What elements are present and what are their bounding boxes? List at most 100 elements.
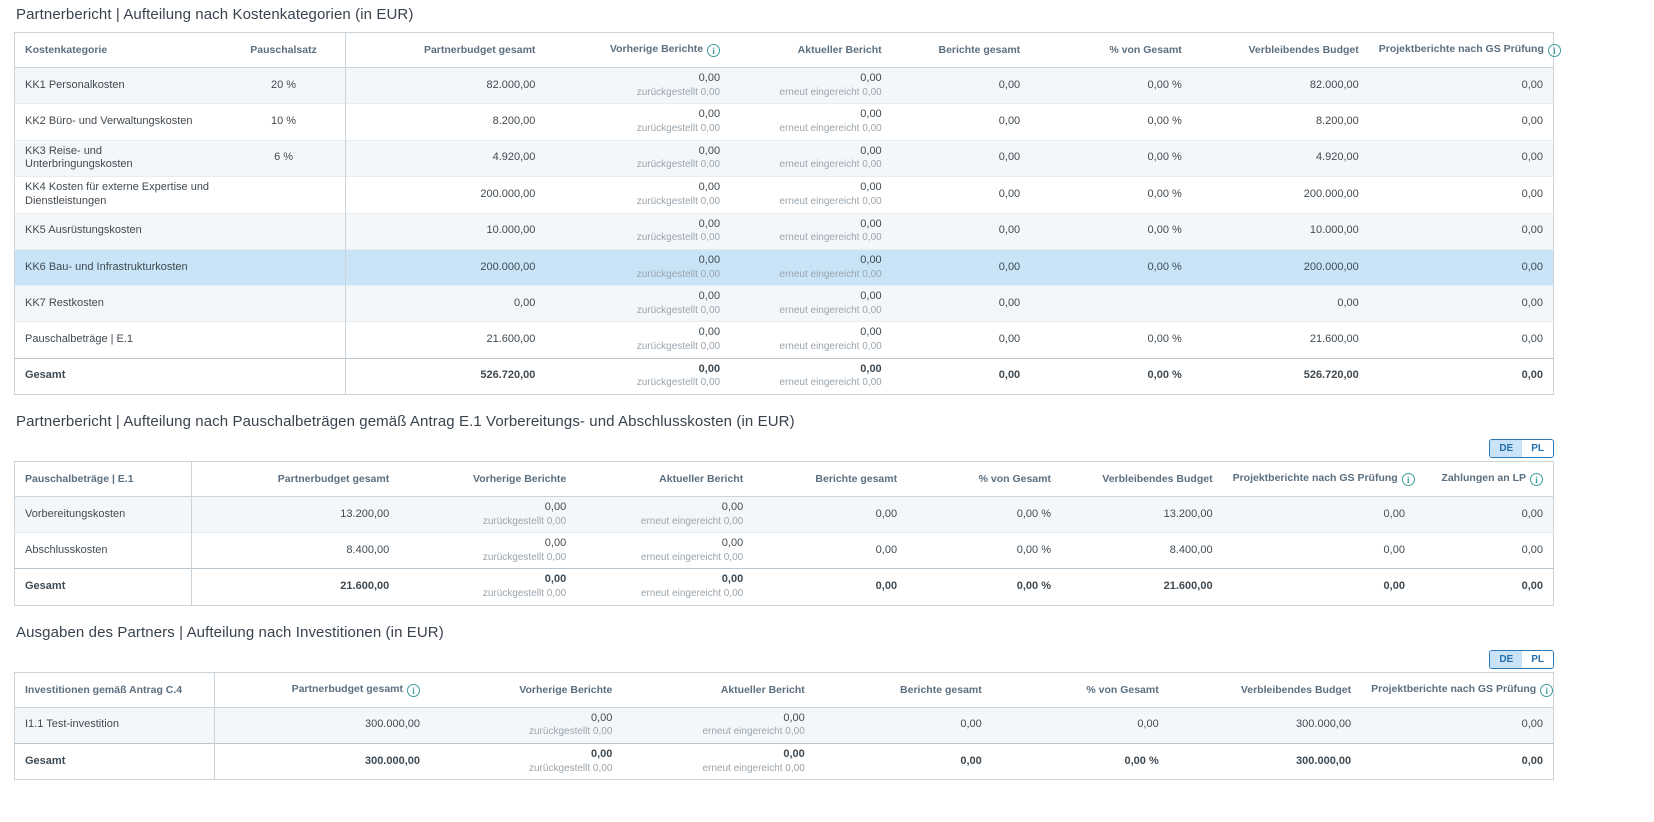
column-header: Verbleibendes Budget: [1168, 672, 1362, 708]
info-icon[interactable]: i: [1540, 683, 1554, 697]
cell-sub-value: erneut eingereicht 0,00: [779, 268, 882, 280]
value-cell: 0,00: [1521, 369, 1543, 382]
cell-main-value: 0,00: [721, 573, 744, 586]
cell-main-value: 0,00: [698, 253, 721, 266]
column-header: Pauschalbeträge | E.1: [14, 461, 192, 497]
value-cell: 0,00 erneut eingereicht 0,00: [730, 286, 892, 322]
column-header: Verbleibendes Budget: [1191, 32, 1369, 68]
column-header-label: Projektberichte nach GS Prüfung: [1232, 471, 1398, 484]
column-header: % von Gesamt: [991, 672, 1169, 708]
row-label-cell: KK3 Reise- und Unterbringungskosten: [25, 144, 133, 171]
info-icon[interactable]: i: [707, 44, 721, 57]
cell-sub-value: erneut eingereicht 0,00: [779, 341, 882, 352]
value-cell: 0,00: [1337, 296, 1359, 309]
cell-main-value: 0,00: [698, 326, 721, 339]
column-header: Berichte gesamt: [891, 32, 1031, 68]
table-row: KK2 Büro- und Verwaltungskosten 10 % 8.200…: [14, 103, 1554, 140]
value-cell: 0,00 %: [1147, 224, 1182, 237]
language-toggle-row: DE PL: [14, 438, 1554, 458]
value-cell: 526.720,00: [344, 358, 546, 395]
cell-sub-value: zurückgestellt 0,00: [636, 304, 721, 316]
header-row: Pauschalbeträge | E.1 Partnerbudget gesam…: [14, 461, 1554, 497]
value-cell: 10.000,00: [344, 213, 546, 250]
info-icon[interactable]: i: [1547, 44, 1561, 57]
row-label-cell: Abschlusskosten: [25, 543, 108, 556]
value-cell: 0,00: [875, 580, 898, 592]
cell-main-value: 0,00: [860, 326, 882, 339]
value-cell: 0,00 zurückgestellt 0,00: [545, 140, 730, 177]
value-cell: 0,00 zurückgestellt 0,00: [545, 104, 730, 140]
value-cell: 13.200,00: [190, 496, 400, 533]
value-cell: 0,00 zurückgestellt 0,00: [399, 496, 576, 532]
cell-main-value: 0,00: [698, 108, 721, 121]
column-header: Kostenkategorie: [14, 32, 223, 68]
value-cell: 0,00: [875, 543, 898, 556]
value-cell: 200.000,00: [344, 176, 546, 213]
section-title-pauschalbetraege: Partnerbericht | Aufteilung nach Pauscha…: [16, 412, 795, 430]
value-cell: 526.720,00: [1303, 369, 1359, 382]
column-header-label: Aktueller Bericht: [720, 683, 805, 696]
column-header-label: % von Gesamt: [1086, 683, 1159, 696]
column-header: Vorherige Berichte: [430, 672, 623, 708]
language-toggle-pl[interactable]: PL: [1522, 439, 1553, 457]
value-cell: 20 %: [271, 78, 297, 91]
value-cell: 300.000,00: [214, 707, 431, 744]
investitionen-table: Investitionen gemäß Antrag C.4 Partnerbud…: [14, 671, 1554, 780]
value-cell: 0,00 erneut eingereicht 0,00: [730, 140, 892, 177]
section-pauschalbetraege: Partnerbericht | Aufteilung nach Pauscha…: [14, 413, 1554, 606]
row-label-cell: KK4 Kosten für externe Expertise und Die…: [25, 181, 210, 207]
cell-sub-value: zurückgestellt 0,00: [529, 762, 613, 774]
column-header: Aktueller Bericht: [622, 672, 815, 708]
value-cell: 21.600,00: [190, 568, 400, 605]
table-row: Vorbereitungskosten 13.200,00 0,00 zurückge…: [14, 496, 1554, 533]
value-cell: 0,00 %: [1124, 754, 1159, 767]
kostenkategorien-table: Kostenkategorie Pauschalsatz Partnerbudget…: [14, 32, 1561, 395]
table-row: Abschlusskosten 8.400,00 0,00 zurückgestell…: [14, 532, 1554, 569]
value-cell: 0,00 zurückgestellt 0,00: [545, 249, 730, 285]
section-kostenkategorien: Partnerbericht | Aufteilung nach Kostenk…: [14, 6, 1561, 395]
table-row: Pauschalbeträge | E.1 21.600,00 0,00 zurück…: [14, 321, 1554, 358]
cell-main-value: 0,00: [698, 181, 721, 194]
cell-main-value: 0,00: [721, 537, 744, 549]
language-toggle-de[interactable]: DE: [1490, 650, 1523, 668]
value-cell: [222, 177, 345, 214]
cell-main-value: 0,00: [860, 181, 882, 194]
column-header-label: Verbleibendes Budget: [1240, 683, 1352, 696]
value-cell: 0,00 erneut eingereicht 0,00: [730, 177, 892, 214]
column-header: Projektberichte nach GS Prüfung i: [1222, 461, 1415, 497]
cell-sub-value: erneut eingereicht 0,00: [640, 551, 744, 563]
column-header-label: Verbleibendes Budget: [1102, 472, 1213, 485]
value-cell: 0,00 erneut eingereicht 0,00: [730, 68, 892, 104]
header-row: Kostenkategorie Pauschalsatz Partnerbudget…: [14, 32, 1561, 68]
column-header-label: Kostenkategorie: [25, 44, 108, 56]
value-cell: 21.600,00: [344, 321, 546, 358]
row-label-cell: KK1 Personalkosten: [25, 78, 125, 91]
cell-main-value: 0,00: [721, 500, 744, 513]
info-icon[interactable]: i: [1401, 472, 1415, 486]
language-toggle-pl[interactable]: PL: [1522, 650, 1553, 668]
value-cell: 0,00: [1521, 115, 1543, 127]
row-label-cell: Vorbereitungskosten: [25, 507, 126, 520]
info-icon[interactable]: i: [1530, 472, 1543, 486]
column-header-label: % von Gesamt: [1109, 44, 1182, 56]
value-cell: 300.000,00: [214, 743, 431, 780]
value-cell: 0,00: [1521, 296, 1543, 309]
value-cell: 0,00 zurückgestellt 0,00: [399, 533, 576, 569]
value-cell: 200.000,00: [344, 249, 546, 286]
value-cell: 0,00 %: [1147, 260, 1182, 273]
value-cell: 0,00 erneut eingereicht 0,00: [622, 707, 814, 743]
value-cell: 0,00: [1137, 718, 1159, 731]
info-icon[interactable]: i: [407, 683, 421, 697]
language-toggle-de[interactable]: DE: [1490, 439, 1523, 457]
column-header: Vorherige Berichte: [399, 461, 577, 497]
value-cell: 0,00: [960, 718, 982, 731]
value-cell: [222, 322, 345, 358]
value-cell: 0,00: [1521, 260, 1543, 273]
value-cell: 0,00: [998, 187, 1021, 200]
value-cell: 0,00 zurückgestellt 0,00: [399, 569, 576, 605]
value-cell: 0,00 %: [1147, 151, 1182, 164]
cell-main-value: 0,00: [860, 362, 882, 375]
row-label-cell: KK7 Restkosten: [25, 296, 104, 309]
cell-sub-value: erneut eingereicht 0,00: [779, 304, 882, 316]
value-cell: 0,00 %: [1147, 115, 1182, 127]
